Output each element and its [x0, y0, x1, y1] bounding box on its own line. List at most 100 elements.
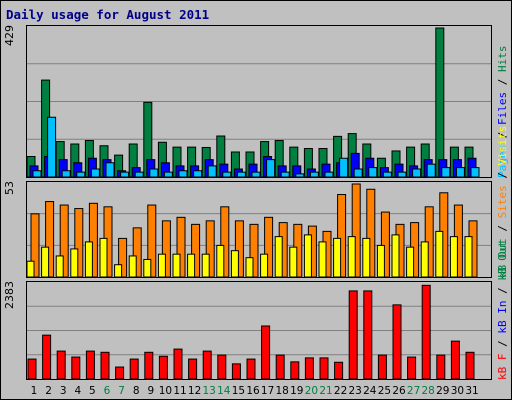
- sites-bar-sites-3: [59, 204, 69, 278]
- sites-bar-visits-22: [333, 237, 342, 278]
- hits-bar-pages-14: [222, 171, 232, 178]
- hits-bar-pages-6: [105, 162, 115, 178]
- sites-bar-visits-13: [201, 253, 210, 278]
- sites-bar-visits-23: [347, 236, 356, 278]
- kbytes-bar-kb-f-11: [173, 348, 183, 380]
- kbytes-bar-kb-f-4: [71, 356, 81, 380]
- x-tick-label-20: 20: [305, 385, 318, 397]
- sites-bar-sites-5: [88, 202, 98, 278]
- sites-bar-sites-13: [205, 220, 215, 278]
- sites-bar-visits-4: [70, 248, 79, 278]
- sites-bar-visits-25: [376, 244, 385, 278]
- hits-bar-pages-18: [280, 171, 290, 178]
- hits-bar-hits-29: [435, 27, 445, 178]
- hits-bar-pages-30: [455, 167, 465, 178]
- sites-bar-visits-20: [303, 234, 312, 278]
- sites-bar-visits-26: [391, 234, 400, 278]
- x-tick-label-3: 3: [60, 385, 67, 397]
- kbytes-bar-kb-f-30: [450, 340, 460, 380]
- kbytes-bar-kb-f-20: [304, 357, 314, 380]
- hits-bar-pages-2: [47, 116, 57, 178]
- sites-bar-sites-7: [118, 237, 128, 278]
- hits-bar-pages-11: [178, 170, 188, 178]
- x-tick-label-18: 18: [276, 385, 289, 397]
- kbytes-bar-kb-f-23: [348, 290, 358, 380]
- kbytes-bar-kb-f-18: [275, 354, 285, 380]
- x-tick-label-5: 5: [89, 385, 96, 397]
- hits-bar-pages-15: [236, 171, 246, 178]
- sites-bar-sites-16: [249, 223, 259, 278]
- hits-bar-pages-13: [207, 165, 217, 178]
- x-tick-label-19: 19: [290, 385, 303, 397]
- sites-bar-sites-9: [147, 204, 157, 278]
- sites-bar-sites-14: [220, 206, 230, 278]
- hits-bar-pages-8: [134, 171, 144, 178]
- kbytes-bar-kb-f-8: [129, 358, 139, 380]
- kbytes-bar-kb-f-14: [217, 354, 227, 380]
- hits-bar-pages-1: [32, 170, 42, 178]
- kbytes-bar-kb-f-2: [42, 334, 52, 380]
- hits-bar-pages-28: [426, 163, 436, 178]
- kbytes-bar-kb-f-29: [436, 354, 446, 380]
- sites-bar-sites-25: [380, 211, 390, 278]
- sites-bar-sites-22: [337, 194, 347, 278]
- sites-bar-sites-11: [176, 216, 186, 278]
- x-tick-label-13: 13: [203, 385, 216, 397]
- hits-bar-pages-10: [163, 171, 173, 178]
- kbytes-bar-kb-f-17: [261, 325, 271, 380]
- sites-bar-visits-29: [435, 230, 444, 278]
- sites-bar-visits-17: [260, 253, 269, 278]
- hits-bar-pages-3: [61, 170, 71, 178]
- hits-bar-pages-9: [149, 168, 159, 178]
- x-tick-label-6: 6: [104, 385, 111, 397]
- sites-bar-sites-1: [30, 213, 40, 278]
- hits-bar-pages-27: [412, 168, 422, 178]
- sites-bar-visits-7: [114, 264, 123, 278]
- x-tick-label-2: 2: [45, 385, 52, 397]
- sites-bar-visits-27: [406, 246, 415, 278]
- kbytes-bar-kb-f-3: [56, 350, 66, 380]
- x-tick-label-1: 1: [31, 385, 38, 397]
- x-tick-label-9: 9: [147, 385, 154, 397]
- hits-bar-pages-21: [324, 171, 334, 178]
- sites-bar-visits-5: [84, 241, 93, 278]
- sites-bar-sites-23: [351, 183, 361, 278]
- x-tick-label-23: 23: [349, 385, 362, 397]
- chart-title: Daily usage for August 2011: [6, 7, 210, 22]
- sites-bar-visits-19: [289, 246, 298, 278]
- x-tick-label-22: 22: [334, 385, 347, 397]
- x-tick-label-14: 14: [217, 385, 231, 397]
- x-tick-label-11: 11: [173, 385, 186, 397]
- kbytes-bar-kb-f-1: [27, 358, 37, 380]
- x-tick-label-27: 27: [407, 385, 420, 397]
- sites-bar-visits-24: [362, 237, 371, 278]
- sites-bar-visits-10: [157, 253, 166, 278]
- kbytes-bar-kb-f-6: [100, 351, 110, 380]
- hits-bar-pages-7: [120, 171, 130, 178]
- kbytes-bar-kb-f-21: [319, 357, 329, 380]
- sites-bar-visits-11: [172, 253, 181, 278]
- hits-bar-pages-5: [90, 168, 100, 178]
- hits-bar-pages-31: [470, 167, 480, 178]
- kbytes-bar-kb-f-9: [144, 351, 154, 380]
- hits-bar-pages-26: [397, 171, 407, 178]
- hits-bar-pages-17: [266, 159, 276, 178]
- sites-bar-visits-21: [318, 241, 327, 278]
- kbytes-bar-kb-f-27: [407, 356, 417, 380]
- kbytes-bar-kb-f-15: [231, 363, 241, 380]
- kbytes-bar-kb-f-5: [85, 350, 95, 380]
- sites-bar-visits-28: [420, 241, 429, 278]
- sites-bar-sites-17: [264, 216, 274, 278]
- x-tick-label-28: 28: [422, 385, 435, 397]
- hits-bar-pages-24: [368, 167, 378, 178]
- sites-bar-visits-16: [245, 257, 254, 278]
- sites-bar-visits-30: [449, 236, 458, 278]
- x-tick-label-8: 8: [133, 385, 140, 397]
- x-tick-label-15: 15: [232, 385, 245, 397]
- hits-bar-pages-25: [382, 171, 392, 178]
- sites-bar-visits-31: [464, 236, 473, 278]
- sites-bar-visits-2: [41, 246, 50, 278]
- kbytes-bar-kb-f-24: [363, 290, 373, 380]
